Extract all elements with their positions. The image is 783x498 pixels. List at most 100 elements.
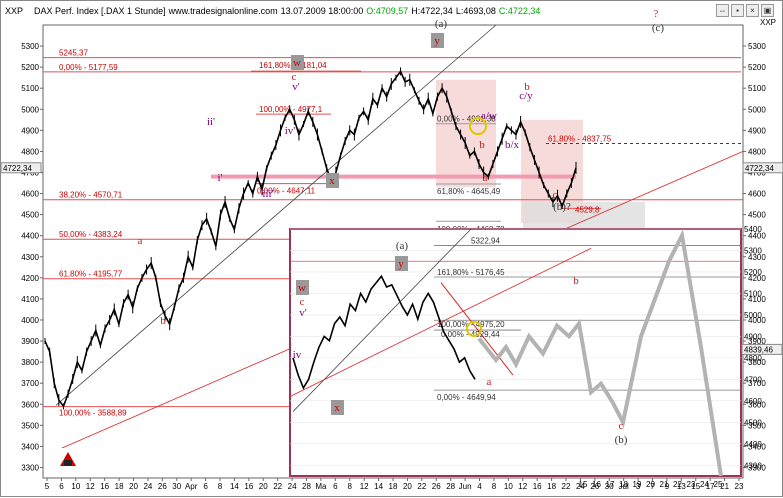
fib-level-label: 0,00% - 4931,38 bbox=[437, 115, 496, 124]
y-tick-label: 4200 bbox=[748, 274, 766, 283]
wave-label: iii' bbox=[262, 188, 273, 200]
highlight-circle bbox=[469, 117, 487, 136]
pink-support-band bbox=[211, 174, 576, 179]
x-tick-label: 26 bbox=[158, 482, 167, 491]
inset-x-tick-label: 23 bbox=[687, 480, 696, 489]
x-tick-label: 17 bbox=[706, 482, 715, 491]
y-tick-label: 3300 bbox=[748, 463, 766, 472]
y-tick-label-left: 5100 bbox=[21, 84, 39, 93]
inset-y-tick-label: 4400 bbox=[744, 440, 762, 449]
wave-label: a bbox=[138, 235, 143, 247]
price-series-line bbox=[44, 69, 577, 409]
x-tick-label: 15 bbox=[691, 482, 700, 491]
inset-wave-label: c bbox=[300, 296, 305, 308]
x-tick-label: 7 bbox=[650, 482, 655, 491]
x-tick-label: 18 bbox=[389, 482, 398, 491]
inset-fib-label: 100,00% - 4975,20 bbox=[437, 320, 505, 329]
x-tick-label: 22 bbox=[417, 482, 426, 491]
y-tick-label-left: 4600 bbox=[21, 190, 39, 199]
inset-wave-label: iv bbox=[293, 349, 302, 361]
inset-y-tick-label: 4500 bbox=[744, 418, 762, 427]
window-controls: ⇔ ▪ × ▣ bbox=[716, 4, 774, 17]
maximize-button[interactable]: ▣ bbox=[761, 4, 774, 17]
y-tick-label: 4800 bbox=[748, 147, 766, 156]
y-tick-label-left: 3600 bbox=[21, 400, 39, 409]
y-tick-label-left: 4000 bbox=[21, 316, 39, 325]
last-price-box-right bbox=[742, 162, 783, 174]
datetime-label: 13.07.2009 18:00:00 bbox=[280, 6, 364, 16]
y-tick-label: 4900 bbox=[748, 126, 766, 135]
x-tick-label: 9 bbox=[665, 482, 670, 491]
x-tick-label: 8 bbox=[348, 482, 353, 491]
x-tick-label: 18 bbox=[547, 482, 556, 491]
x-tick-label: 6 bbox=[333, 482, 338, 491]
y-tick-label: 5300 bbox=[748, 42, 766, 51]
inset-x-tick-label: 17 bbox=[606, 480, 615, 489]
x-tick-label: 24 bbox=[288, 482, 297, 491]
inset-y-tick-label: 4600 bbox=[744, 397, 762, 406]
wave-label: iv' bbox=[285, 125, 296, 137]
forecast-path bbox=[477, 229, 723, 477]
wave-label: b bbox=[160, 315, 166, 327]
inset-y-tick-label: 4700 bbox=[744, 375, 762, 384]
wave-label: (c) bbox=[652, 22, 665, 34]
inset-panel bbox=[289, 228, 742, 477]
close-button[interactable]: × bbox=[746, 4, 759, 17]
wave-label: w bbox=[293, 57, 301, 69]
inset-wave-label: x bbox=[334, 402, 340, 414]
inset-y-tick-label: 5300 bbox=[744, 246, 762, 255]
inset-wave-label: (a) bbox=[396, 240, 409, 252]
inset-x-tick-label: 18 bbox=[619, 480, 628, 489]
inset-x-tick-label: 24 bbox=[700, 480, 709, 489]
x-tick-label: 18 bbox=[115, 482, 124, 491]
x-tick-label: 14 bbox=[374, 482, 383, 491]
fib-level-label: 100,00% - 4977,1 bbox=[259, 105, 323, 114]
minimize-button[interactable]: ▪ bbox=[731, 4, 744, 17]
open-value: O:4709,57 bbox=[366, 6, 409, 16]
x-tick-label: 12 bbox=[86, 482, 95, 491]
low-value: L:4693,08 bbox=[455, 6, 496, 16]
x-tick-label: Jul bbox=[619, 482, 629, 491]
resize-button[interactable]: ⇔ bbox=[716, 4, 729, 17]
y-tick-label: 4500 bbox=[748, 211, 766, 220]
inset-y-tick-label: 4900 bbox=[744, 332, 762, 341]
x-tick-label: 16 bbox=[533, 482, 542, 491]
inset-wave-label: b bbox=[573, 275, 579, 287]
wave-label: c bbox=[292, 71, 297, 83]
fib-level-label: 50,00% - 4383,24 bbox=[59, 230, 123, 239]
wave-label: b bbox=[479, 139, 485, 151]
fib-level-label: 61,80% - 4195,77 bbox=[59, 270, 123, 279]
inset-price-line bbox=[292, 274, 476, 390]
inset-highlight-circle bbox=[466, 320, 482, 337]
wave-label: y bbox=[434, 35, 440, 47]
fib-level-label: 61,80% - 4645,49 bbox=[437, 187, 501, 196]
inset-fib-label: 161,80% - 5176,45 bbox=[437, 268, 505, 277]
inset-x-tick-label: 21 bbox=[660, 480, 669, 489]
y-tick-label: 4300 bbox=[748, 253, 766, 262]
y-tick-label: 3900 bbox=[748, 337, 766, 346]
wave-label: a/w bbox=[481, 110, 497, 122]
x-tick-label: 23 bbox=[735, 482, 744, 491]
x-tick-label: 14 bbox=[230, 482, 239, 491]
y-tick-label: 3700 bbox=[748, 379, 766, 388]
inset-down-line bbox=[440, 282, 514, 376]
y-tick-label-left: 4500 bbox=[21, 211, 39, 220]
x-tick-label: 26 bbox=[590, 482, 599, 491]
inset-wave-label: c bbox=[619, 420, 624, 432]
y-tick-label: 3600 bbox=[748, 400, 766, 409]
x-tick-label: 22 bbox=[562, 482, 571, 491]
shade-zone-a bbox=[436, 79, 496, 188]
x-tick-label: 24 bbox=[576, 482, 585, 491]
x-tick-label: 30 bbox=[605, 482, 614, 491]
wave-label: ii' bbox=[207, 116, 215, 128]
wave-label: c bbox=[553, 189, 558, 201]
inset-y-tick-label: 4300 bbox=[744, 461, 762, 470]
y-tick-label: 4400 bbox=[748, 232, 766, 241]
fib-level-label: 0,00% - 5177,59 bbox=[59, 63, 118, 72]
x-tick-label: 30 bbox=[172, 482, 181, 491]
x-tick-label: 10 bbox=[71, 482, 80, 491]
x-tick-label: 16 bbox=[244, 482, 253, 491]
x-tick-label: Ma bbox=[315, 482, 327, 491]
inset-fib-label: 5322,94 bbox=[471, 237, 500, 246]
